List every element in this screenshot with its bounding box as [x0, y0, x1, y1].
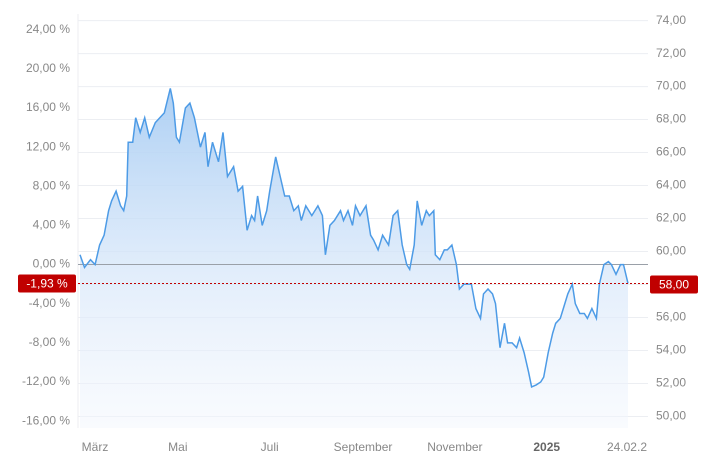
y2-tick-label: 62,00 — [656, 211, 686, 225]
marker-label: -1,93 % — [26, 277, 68, 291]
y2-tick-label: 54,00 — [656, 343, 686, 357]
y-tick-label: 12,00 % — [26, 139, 70, 153]
y-tick-label: 8,00 % — [33, 178, 71, 192]
y2-tick-label: 70,00 — [656, 79, 686, 93]
y2-tick-label: 56,00 — [656, 310, 686, 324]
y2-tick-label: 74,00 — [656, 13, 686, 27]
line — [79, 88, 629, 388]
x-tick-label: 24.02.2 — [607, 440, 647, 454]
y2-tick-label: 60,00 — [656, 244, 686, 258]
y2-tick-label: 64,00 — [656, 178, 686, 192]
marker-badge — [650, 275, 698, 294]
y2-tick-label: 66,00 — [656, 145, 686, 159]
y2-tick-label: 72,00 — [656, 46, 686, 60]
y-tick-label: -8,00 % — [29, 335, 71, 349]
x-tick-label: Mai — [168, 440, 187, 454]
x-tick-label: März — [82, 440, 109, 454]
x-tick-label: Juli — [261, 440, 279, 454]
y-tick-label: -12,00 % — [22, 374, 70, 388]
x-tick-label: 2025 — [533, 440, 560, 454]
y2-tick-label: 52,00 — [656, 376, 686, 390]
y2-tick-label: 68,00 — [656, 112, 686, 126]
y2-tick-label: 50,00 — [656, 409, 686, 423]
y-tick-label: 0,00 % — [33, 257, 71, 271]
y-tick-label: 16,00 % — [26, 100, 70, 114]
y-tick-label: 4,00 % — [33, 218, 71, 232]
y-tick-label: -16,00 % — [22, 413, 70, 427]
marker-badge — [18, 274, 76, 293]
y-tick-label: -4,00 % — [29, 296, 71, 310]
x-tick-label: September — [334, 440, 393, 454]
y-tick-label: 20,00 % — [26, 61, 70, 75]
x-tick-label: November — [427, 440, 482, 454]
y-tick-label: 24,00 % — [26, 22, 70, 36]
marker-label: 58,00 — [659, 278, 689, 292]
area-fill — [80, 88, 628, 429]
